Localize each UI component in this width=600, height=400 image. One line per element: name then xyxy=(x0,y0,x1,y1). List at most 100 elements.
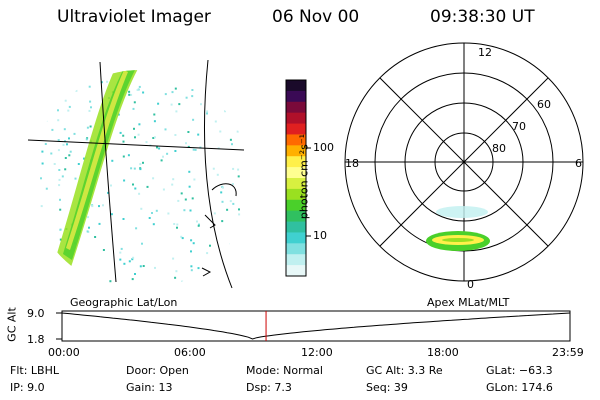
info-seq: Seq: 39 xyxy=(366,381,408,394)
image-speck xyxy=(134,273,136,275)
image-speck xyxy=(237,175,240,178)
image-speck xyxy=(102,249,105,251)
image-speck xyxy=(197,267,200,270)
image-speck xyxy=(174,276,177,279)
image-speck xyxy=(131,258,134,261)
image-speck xyxy=(152,223,155,226)
image-speck xyxy=(50,152,53,155)
timeline-frame xyxy=(61,310,571,342)
image-speck xyxy=(90,106,92,109)
image-speck xyxy=(122,155,125,158)
image-speck xyxy=(197,283,200,286)
image-speck xyxy=(164,128,167,131)
image-speck xyxy=(226,208,229,211)
image-speck xyxy=(164,93,167,96)
info-gain: Gain: 13 xyxy=(126,381,173,394)
image-speck xyxy=(136,89,139,91)
image-speck xyxy=(55,269,58,272)
image-speck xyxy=(107,191,110,194)
image-speck xyxy=(155,209,158,212)
colorbar-swatch xyxy=(286,178,306,190)
polar-label-0: 0 xyxy=(467,278,474,291)
image-speck xyxy=(40,117,43,120)
colorbar-swatch xyxy=(286,112,306,125)
info-ip: IP: 9.0 xyxy=(10,381,45,394)
info-glon: GLon: 174.6 xyxy=(486,381,553,394)
image-speck xyxy=(139,265,142,268)
image-speck xyxy=(139,168,142,171)
image-speck xyxy=(57,139,60,142)
image-speck xyxy=(187,131,190,133)
image-speck xyxy=(238,213,241,216)
image-speck xyxy=(234,112,237,115)
timeline-x-tick: 18:00 xyxy=(427,346,459,359)
info-mode: Mode: Normal xyxy=(246,364,323,377)
image-speck xyxy=(64,168,67,171)
image-speck xyxy=(226,82,229,85)
image-speck xyxy=(183,209,186,212)
image-speck xyxy=(142,91,145,94)
image-speck xyxy=(137,88,140,91)
image-speck xyxy=(233,269,236,272)
timeline-x-tick: 06:00 xyxy=(174,346,206,359)
image-speck xyxy=(162,188,165,191)
image-speck xyxy=(41,162,44,165)
image-speck xyxy=(123,262,126,265)
info-gc-alt: GC Alt: 3.3 Re xyxy=(366,364,443,377)
image-speck xyxy=(64,99,67,102)
colorbar-swatch xyxy=(286,167,306,179)
image-speck xyxy=(43,113,46,116)
image-speck xyxy=(220,97,222,99)
image-speck xyxy=(88,85,91,88)
image-speck xyxy=(217,274,220,277)
image-speck xyxy=(44,143,47,145)
image-speck xyxy=(171,183,174,186)
image-speck xyxy=(197,133,200,136)
image-speck xyxy=(40,177,42,180)
image-speck xyxy=(41,150,44,153)
image-speck xyxy=(120,247,123,250)
colorbar xyxy=(286,80,306,277)
image-speck xyxy=(141,242,143,245)
image-speck xyxy=(185,96,188,99)
image-speck xyxy=(213,212,216,215)
image-speck xyxy=(40,122,43,125)
image-speck xyxy=(153,136,156,139)
image-speck xyxy=(151,212,153,214)
colorbar-unit-label: photon cm⁻²s⁻¹ xyxy=(297,133,311,220)
image-speck xyxy=(94,236,97,238)
image-speck xyxy=(142,161,144,164)
polar-auroral-oval xyxy=(426,206,490,251)
timeline-y-tick-bottom: 1.8 xyxy=(27,333,45,346)
image-speck xyxy=(192,148,195,151)
image-speck xyxy=(133,101,136,104)
image-speck xyxy=(59,208,62,211)
timeline-y-axis-label: GC Alt xyxy=(5,307,19,342)
image-speck xyxy=(117,113,120,116)
image-speck xyxy=(55,259,58,262)
image-speck xyxy=(96,75,99,77)
image-speck xyxy=(59,198,61,201)
image-speck xyxy=(176,226,178,229)
image-speck xyxy=(119,251,122,254)
image-speck xyxy=(224,110,227,113)
image-speck xyxy=(138,85,141,88)
image-speck xyxy=(221,220,224,223)
image-speck xyxy=(50,272,52,275)
image-speck xyxy=(197,224,200,227)
image-speck xyxy=(132,107,135,110)
image-speck xyxy=(238,208,240,211)
image-speck xyxy=(119,258,122,261)
image-speck xyxy=(217,147,220,150)
colorbar-swatch xyxy=(286,265,306,277)
title: Ultraviolet Imager xyxy=(57,7,211,27)
image-speck xyxy=(67,109,70,112)
image-speck xyxy=(208,275,211,278)
image-speck xyxy=(156,146,158,149)
image-speck xyxy=(177,199,180,202)
image-speck xyxy=(137,133,140,136)
image-speck xyxy=(122,218,125,220)
image-speck xyxy=(106,80,109,83)
image-speck xyxy=(181,237,184,240)
image-speck xyxy=(180,235,183,238)
